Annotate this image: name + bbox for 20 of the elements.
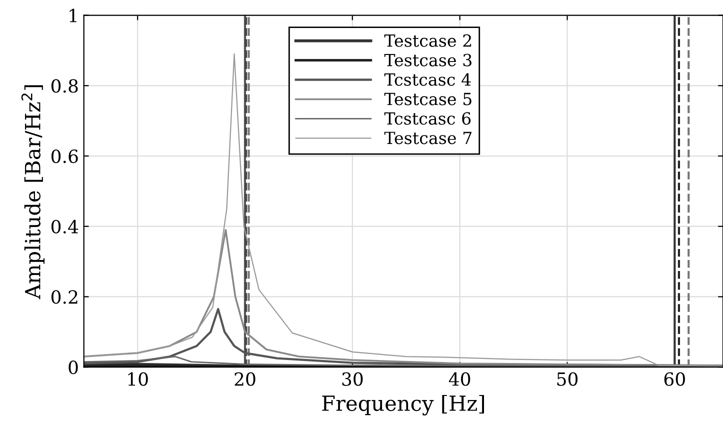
y-tick-label: 0.4	[51, 220, 78, 234]
legend-label: Testcase 7	[384, 132, 472, 144]
legend-label: Testcase 2	[384, 34, 472, 47]
x-tick-label: 10	[128, 372, 148, 386]
x-tick-label: 20	[234, 372, 256, 386]
y-tick-label: 0.6	[51, 149, 78, 164]
legend-label: Tcstcasc 4	[384, 73, 471, 86]
y-tick-label: 0	[68, 360, 78, 374]
legend-label: Tcstcasc 6	[384, 112, 471, 125]
x-tick-label: 30	[342, 372, 363, 386]
y-tick-label: 0.8	[51, 79, 78, 93]
x-tick-label: 60	[664, 372, 685, 386]
y-axis-title: Amplitude [Bar/Hz$^{2}$]	[21, 85, 45, 300]
legend-label: Testcase 5	[384, 92, 472, 106]
x-axis-title: Frequency [Hz]	[322, 394, 484, 416]
y-tick-label: 0.2	[51, 290, 78, 304]
x-tick-label: 50	[557, 372, 578, 386]
x-tick-label: 40	[448, 372, 470, 386]
legend-label: Testcase 3	[384, 54, 472, 66]
y-tick-label: 1	[70, 8, 76, 22]
